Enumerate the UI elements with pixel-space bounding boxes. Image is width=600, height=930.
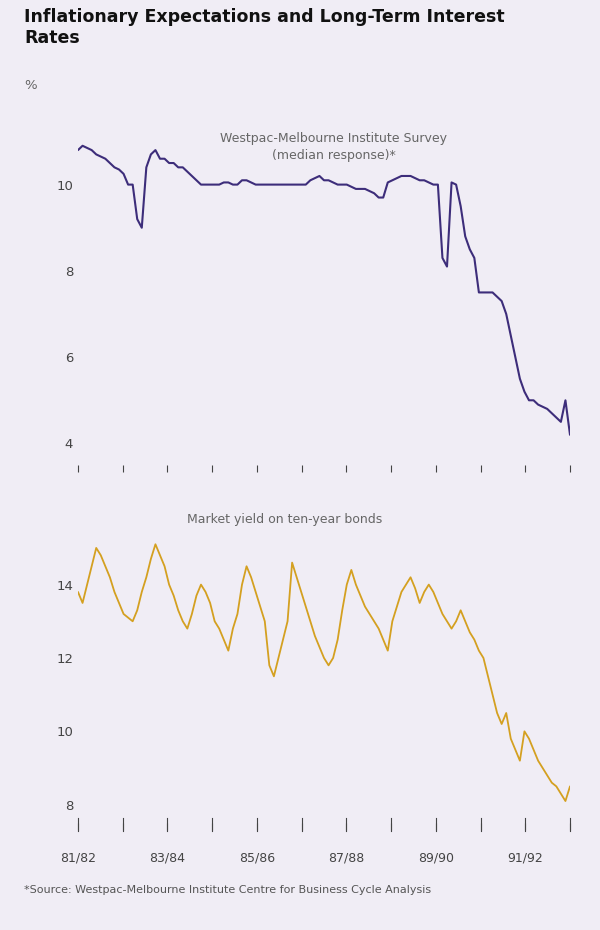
Text: *Source: Westpac-Melbourne Institute Centre for Business Cycle Analysis: *Source: Westpac-Melbourne Institute Cen… xyxy=(24,884,431,895)
Text: Westpac-Melbourne Institute Survey
(median response)*: Westpac-Melbourne Institute Survey (medi… xyxy=(220,132,448,162)
Text: 83/84: 83/84 xyxy=(149,852,185,865)
Text: Inflationary Expectations and Long-Term Interest
Rates: Inflationary Expectations and Long-Term … xyxy=(24,7,505,47)
Text: 87/88: 87/88 xyxy=(328,852,364,865)
Text: 81/82: 81/82 xyxy=(60,852,96,865)
Text: %: % xyxy=(24,79,37,92)
Text: Market yield on ten-year bonds: Market yield on ten-year bonds xyxy=(187,512,382,525)
Text: 85/86: 85/86 xyxy=(239,852,275,865)
Text: 89/90: 89/90 xyxy=(418,852,454,865)
Text: 91/92: 91/92 xyxy=(508,852,543,865)
